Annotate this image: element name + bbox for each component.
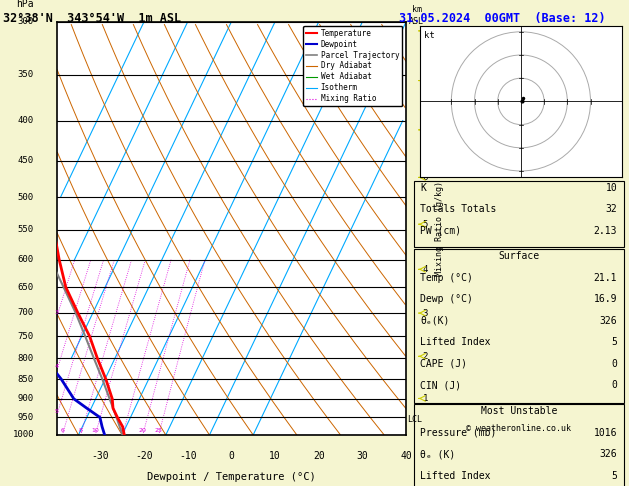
Text: 326: 326 bbox=[599, 450, 617, 459]
Text: 30: 30 bbox=[357, 451, 368, 462]
Text: 5: 5 bbox=[423, 220, 428, 229]
Text: 0: 0 bbox=[611, 359, 617, 368]
Text: Temp (°C): Temp (°C) bbox=[420, 273, 473, 283]
Text: 7: 7 bbox=[423, 125, 428, 135]
Text: 5: 5 bbox=[55, 409, 58, 414]
Text: 21.1: 21.1 bbox=[594, 273, 617, 283]
Text: Mixing Ratio (g/kg): Mixing Ratio (g/kg) bbox=[435, 181, 443, 276]
Text: 750: 750 bbox=[18, 332, 34, 341]
Text: PW (cm): PW (cm) bbox=[420, 226, 462, 236]
Text: 450: 450 bbox=[18, 156, 34, 166]
Text: 5: 5 bbox=[611, 337, 617, 347]
Text: Dewp (°C): Dewp (°C) bbox=[420, 294, 473, 304]
Text: 0: 0 bbox=[611, 380, 617, 390]
Text: -30: -30 bbox=[91, 451, 109, 462]
Text: 900: 900 bbox=[18, 394, 34, 403]
Text: 2: 2 bbox=[423, 352, 428, 361]
Text: 5: 5 bbox=[611, 471, 617, 481]
Text: 700: 700 bbox=[18, 308, 34, 317]
Bar bbox=[414, 249, 624, 403]
Text: 0: 0 bbox=[228, 451, 234, 462]
Text: 1016: 1016 bbox=[594, 428, 617, 438]
Text: LCL: LCL bbox=[407, 415, 422, 424]
Text: K: K bbox=[420, 183, 426, 193]
Text: Surface: Surface bbox=[498, 251, 539, 261]
Text: θₑ(K): θₑ(K) bbox=[420, 315, 450, 326]
Text: 3: 3 bbox=[423, 309, 428, 317]
Text: CIN (J): CIN (J) bbox=[420, 380, 462, 390]
Text: Pressure (mb): Pressure (mb) bbox=[420, 428, 497, 438]
Bar bbox=[414, 404, 624, 486]
Text: 6: 6 bbox=[423, 173, 428, 182]
Text: 15: 15 bbox=[119, 428, 126, 433]
Text: 650: 650 bbox=[18, 283, 34, 292]
Text: 800: 800 bbox=[18, 354, 34, 363]
Text: 10: 10 bbox=[91, 428, 99, 433]
Text: 16.9: 16.9 bbox=[594, 294, 617, 304]
Text: Totals Totals: Totals Totals bbox=[420, 205, 497, 214]
Text: 1: 1 bbox=[423, 394, 428, 403]
Text: 4: 4 bbox=[55, 364, 58, 369]
Text: km: km bbox=[411, 4, 421, 14]
Text: 8: 8 bbox=[423, 76, 428, 85]
Legend: Temperature, Dewpoint, Parcel Trajectory, Dry Adiabat, Wet Adiabat, Isotherm, Mi: Temperature, Dewpoint, Parcel Trajectory… bbox=[303, 26, 402, 106]
Text: 40: 40 bbox=[400, 451, 412, 462]
Text: -20: -20 bbox=[135, 451, 153, 462]
Text: ASL: ASL bbox=[409, 17, 424, 26]
Text: 1000: 1000 bbox=[13, 431, 34, 439]
Text: 326: 326 bbox=[599, 315, 617, 326]
Text: 25: 25 bbox=[155, 428, 163, 433]
Text: Lifted Index: Lifted Index bbox=[420, 471, 491, 481]
Text: 8: 8 bbox=[79, 428, 82, 433]
Text: CAPE (J): CAPE (J) bbox=[420, 359, 467, 368]
Text: 6: 6 bbox=[60, 428, 64, 433]
Text: 32: 32 bbox=[606, 205, 617, 214]
Text: 350: 350 bbox=[18, 70, 34, 79]
Text: 600: 600 bbox=[18, 255, 34, 264]
Text: 550: 550 bbox=[18, 226, 34, 234]
Text: 10: 10 bbox=[606, 183, 617, 193]
Text: 31.05.2024  00GMT  (Base: 12): 31.05.2024 00GMT (Base: 12) bbox=[399, 12, 606, 25]
Text: θₑ (K): θₑ (K) bbox=[420, 450, 455, 459]
Text: hPa: hPa bbox=[16, 0, 34, 9]
Text: 9: 9 bbox=[423, 26, 428, 35]
Text: 300: 300 bbox=[18, 17, 34, 26]
Text: -10: -10 bbox=[179, 451, 196, 462]
Text: Lifted Index: Lifted Index bbox=[420, 337, 491, 347]
Text: 3: 3 bbox=[55, 310, 59, 314]
Text: 500: 500 bbox=[18, 192, 34, 202]
Text: 32°38'N  343°54'W  1m ASL: 32°38'N 343°54'W 1m ASL bbox=[3, 12, 181, 25]
Text: 2.13: 2.13 bbox=[594, 226, 617, 236]
Text: 4: 4 bbox=[423, 265, 428, 274]
Text: 20: 20 bbox=[139, 428, 147, 433]
Text: 400: 400 bbox=[18, 116, 34, 125]
Text: 850: 850 bbox=[18, 375, 34, 384]
Text: 20: 20 bbox=[313, 451, 325, 462]
Text: 950: 950 bbox=[18, 413, 34, 422]
Text: © weatheronline.co.uk: © weatheronline.co.uk bbox=[466, 424, 571, 433]
Text: Dewpoint / Temperature (°C): Dewpoint / Temperature (°C) bbox=[147, 472, 316, 482]
Bar bbox=[414, 181, 624, 247]
Text: Most Unstable: Most Unstable bbox=[481, 406, 557, 417]
Text: 10: 10 bbox=[269, 451, 281, 462]
